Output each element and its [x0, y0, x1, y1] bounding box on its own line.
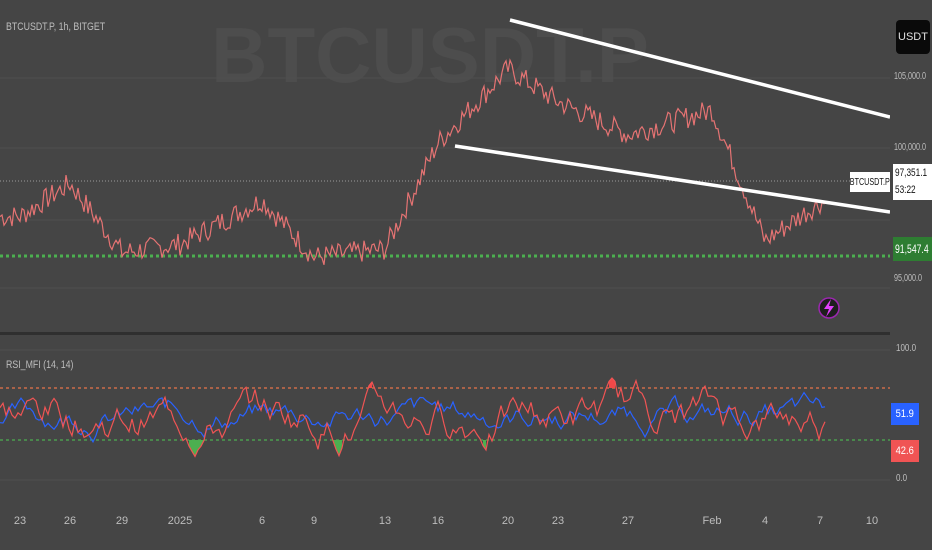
time-axis-tick: 2025 — [168, 515, 192, 527]
time-axis-tick: 26 — [64, 515, 76, 527]
time-axis-tick: 13 — [379, 515, 391, 527]
overbought-fill — [612, 377, 615, 388]
price-series-line[interactable] — [0, 58, 827, 265]
oversold-fill — [336, 440, 339, 456]
oversold-fill — [198, 440, 201, 450]
last-price-label: 97,351.1 53:22 — [893, 164, 932, 200]
last-price-symbol-text: BTCUSDT.P — [850, 176, 890, 188]
rsi-line[interactable] — [0, 391, 826, 444]
oversold-fill — [339, 440, 342, 456]
bar-countdown: 53:22 — [895, 184, 916, 196]
trendline-upper[interactable] — [509, 18, 891, 119]
time-axis[interactable] — [0, 495, 932, 550]
level-price-label: 91,547.4 — [893, 237, 932, 261]
rsi-value-label: 51.9 — [891, 403, 919, 425]
time-axis-tick: 7 — [817, 515, 823, 527]
symbol-watermark: BTCUSDT.P — [211, 11, 649, 99]
lightning-icon[interactable] — [818, 297, 840, 319]
time-axis-tick: 23 — [14, 515, 26, 527]
trendline-lower[interactable] — [454, 144, 891, 214]
pane-separator[interactable] — [0, 332, 890, 335]
currency-button[interactable]: USDT — [896, 20, 930, 54]
time-axis-tick: 20 — [502, 515, 514, 527]
mfi-value: 42.6 — [895, 445, 915, 457]
last-price-value: 97,351.1 — [895, 167, 928, 179]
indicator-tick-top: 100.0 — [896, 343, 917, 354]
mfi-line[interactable] — [0, 377, 826, 458]
time-axis-tick: 16 — [432, 515, 444, 527]
indicator-tick-bottom: 0.0 — [896, 473, 908, 484]
time-axis-tick: 9 — [311, 515, 317, 527]
time-axis-tick: 4 — [762, 515, 768, 527]
time-axis-tick: Feb — [703, 515, 722, 527]
oversold-fill — [195, 440, 198, 457]
currency-label: USDT — [898, 31, 928, 43]
oversold-fill — [189, 440, 192, 452]
time-axis-tick: 10 — [866, 515, 878, 527]
indicator-title[interactable]: RSI_MFI (14, 14) — [6, 359, 74, 371]
last-price-symbol-label: BTCUSDT.P — [850, 172, 890, 192]
price-tick: 95,000.0 — [894, 273, 923, 284]
level-price-value: 91,547.4 — [895, 242, 929, 256]
time-axis-tick: 23 — [552, 515, 564, 527]
time-axis-tick: 27 — [622, 515, 634, 527]
mfi-value-label: 42.6 — [891, 440, 919, 462]
time-axis-tick: 6 — [259, 515, 265, 527]
overbought-fill — [609, 377, 612, 388]
price-tick: 100,000.0 — [894, 142, 927, 153]
time-axis-tick: 29 — [116, 515, 128, 527]
symbol-title[interactable]: BTCUSDT.P, 1h, BITGET — [6, 21, 106, 33]
oversold-fill — [483, 440, 486, 450]
rsi-value: 51.9 — [895, 408, 915, 420]
price-tick: 105,000.0 — [894, 71, 927, 82]
